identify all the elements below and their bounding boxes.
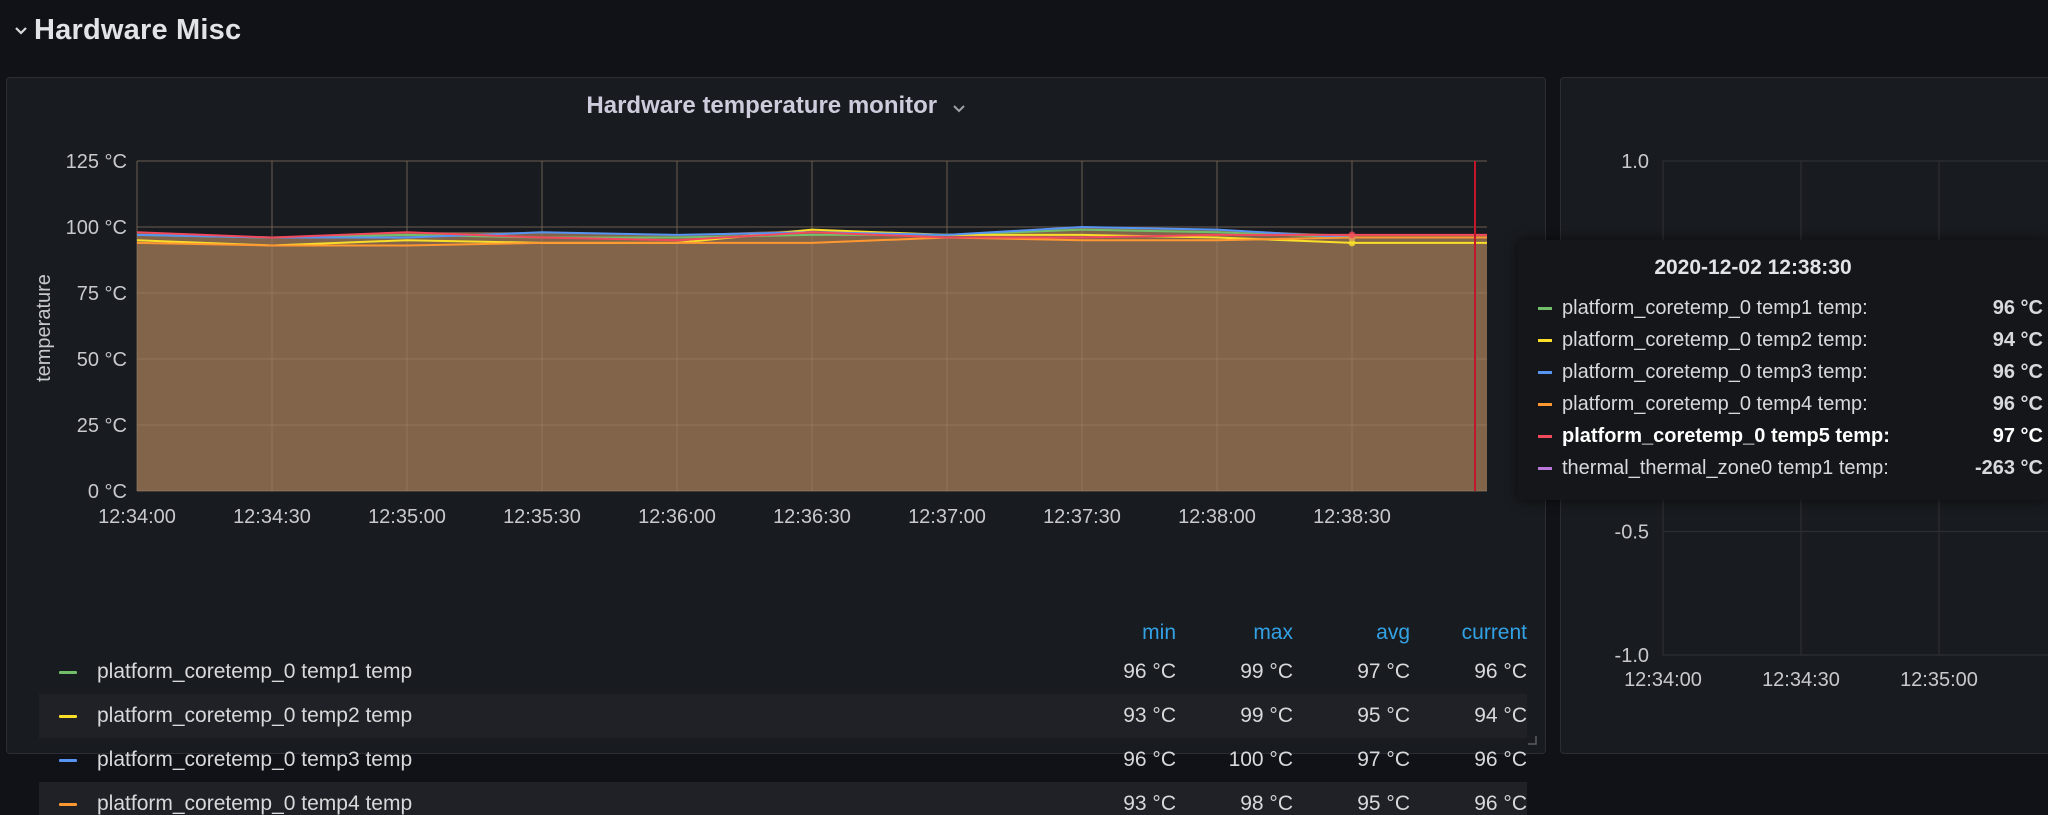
legend-max: 99 °C <box>1240 660 1293 683</box>
legend-row[interactable]: platform_coretemp_0 temp4 temp 93 °C 98 … <box>39 782 1527 815</box>
tooltip-row: platform_coretemp_0 temp2 temp: 94 °C <box>1538 324 2043 356</box>
tooltip-series-name: platform_coretemp_0 temp4 temp: <box>1562 392 1868 415</box>
legend-min: 93 °C <box>1123 792 1176 815</box>
legend-row[interactable]: platform_coretemp_0 temp1 temp 96 °C 99 … <box>39 650 1527 694</box>
tooltip-row-highlighted: platform_coretemp_0 temp5 temp: 97 °C <box>1538 420 2043 452</box>
legend-min: 93 °C <box>1123 704 1176 727</box>
y-tick-label: 75 °C <box>77 283 127 305</box>
x-tick-label: 12:34:30 <box>233 506 311 528</box>
x-tick-label: 12:35:00 <box>1900 669 1978 691</box>
tooltip-series-value: 96 °C <box>1992 360 2043 383</box>
chevron-down-icon[interactable] <box>952 104 966 114</box>
x-tick-label: 12:36:30 <box>773 506 851 528</box>
legend-max: 99 °C <box>1240 704 1293 727</box>
x-tick-label: 12:38:30 <box>1313 506 1391 528</box>
x-tick-label: 12:34:00 <box>98 506 176 528</box>
series-line <box>136 236 1487 247</box>
legend-header-avg[interactable]: avg <box>1376 621 1410 644</box>
y-tick-label: 125 °C <box>66 151 127 173</box>
legend-header-max[interactable]: max <box>1253 621 1293 644</box>
series-color-swatch[interactable] <box>59 670 77 674</box>
hover-point <box>1348 239 1356 247</box>
series-color-swatch <box>1538 434 1552 438</box>
tooltip-row: platform_coretemp_0 temp3 temp: 96 °C <box>1538 356 2043 388</box>
x-tick-label: 12:34:00 <box>1624 669 1702 691</box>
legend-header-min[interactable]: min <box>1142 621 1176 644</box>
legend-avg: 95 °C <box>1357 792 1410 815</box>
tooltip-row: thermal_thermal_zone0 temp1 temp: -263 °… <box>1538 452 2043 484</box>
legend-avg: 95 °C <box>1357 704 1410 727</box>
temperature-panel: Hardware temperature monitor 125 °C 100 °… <box>6 77 1546 815</box>
series-color-swatch <box>1538 370 1552 374</box>
y-tick-label: 0 °C <box>88 481 127 503</box>
row-header[interactable]: Hardware Misc <box>0 0 2048 70</box>
legend-table: platform_coretemp_0 temp1 temp 96 °C 99 … <box>7 650 1545 815</box>
chevron-down-icon[interactable] <box>12 22 30 40</box>
panel-title[interactable]: Hardware temperature monitor <box>586 92 938 119</box>
tooltip-series-value: 96 °C <box>1992 392 2043 415</box>
tooltip-series-name: platform_coretemp_0 temp2 temp: <box>1562 328 1868 351</box>
series-line <box>136 231 1487 242</box>
legend-row[interactable]: platform_coretemp_0 temp3 temp 96 °C 100… <box>39 738 1527 782</box>
tooltip-row: platform_coretemp_0 temp1 temp: 96 °C <box>1538 292 2043 324</box>
tooltip-series-name: platform_coretemp_0 temp1 temp: <box>1562 296 1868 319</box>
x-tick-label: 12:35:00 <box>368 506 446 528</box>
legend-current: 94 °C <box>1474 704 1527 727</box>
x-tick-label: 12:38:00 <box>1178 506 1256 528</box>
y-tick-label: 1.0 <box>1621 151 1649 173</box>
y-tick-label: 25 °C <box>77 415 127 437</box>
legend-header-current[interactable]: current <box>1461 621 1527 644</box>
tooltip-series-value: 94 °C <box>1992 328 2043 351</box>
legend-current: 96 °C <box>1474 660 1527 683</box>
tooltip-series-value: 97 °C <box>1992 424 2043 447</box>
legend-max: 98 °C <box>1240 792 1293 815</box>
series-color-swatch <box>1538 402 1552 406</box>
series-color-swatch <box>1538 338 1552 342</box>
legend-header: min max avg current <box>39 615 1527 651</box>
x-tick-label: 12:36:00 <box>638 506 716 528</box>
y-tick-label: -1.0 <box>1615 645 1649 667</box>
x-tick-label: 12:37:00 <box>908 506 986 528</box>
tooltip-time: 2020-12-02 12:38:30 <box>1654 256 1852 279</box>
legend-current: 96 °C <box>1474 792 1527 815</box>
graph-tooltip: 2020-12-02 12:38:30 platform_coretemp_0 … <box>1518 240 2048 500</box>
y-axis-label: temperature <box>33 274 55 382</box>
x-tick-label: 12:35:30 <box>503 506 581 528</box>
legend-series-name[interactable]: platform_coretemp_0 temp4 temp <box>97 792 413 815</box>
x-tick-label: 12:34:30 <box>1762 669 1840 691</box>
hover-point <box>1348 231 1356 239</box>
row-title[interactable]: Hardware Misc <box>34 14 242 46</box>
x-tick-label: 12:37:30 <box>1043 506 1121 528</box>
legend-series-name[interactable]: platform_coretemp_0 temp1 temp <box>97 660 413 683</box>
panel-resize-handle[interactable] <box>1527 735 1537 745</box>
temperature-chart[interactable]: 125 °C 100 °C 75 °C 50 °C 25 °C 0 °C 12:34:00 1… <box>7 78 1545 538</box>
y-tick-label: 50 °C <box>77 349 127 371</box>
series-color-swatch[interactable] <box>59 714 77 718</box>
y-tick-label: -0.5 <box>1615 522 1649 544</box>
legend-avg: 97 °C <box>1357 660 1410 683</box>
tooltip-series-name: thermal_thermal_zone0 temp1 temp: <box>1562 456 1889 479</box>
tooltip-series-name: platform_coretemp_0 temp3 temp: <box>1562 360 1868 383</box>
tooltip-series-value: 96 °C <box>1992 296 2043 319</box>
secondary-chart[interactable]: 1.0 -0.5 -1.012:34:00 12:34:30 12:35:00 <box>1561 78 2048 753</box>
legend-series-name[interactable]: platform_coretemp_0 temp2 temp <box>97 704 413 727</box>
tooltip-series-value: -263 °C <box>1974 456 2043 479</box>
series-color-swatch <box>1538 466 1552 470</box>
series-color-swatch[interactable] <box>59 802 77 806</box>
series-color-swatch <box>1538 306 1552 310</box>
tooltip-series-name: platform_coretemp_0 temp5 temp: <box>1562 424 1890 447</box>
legend-min: 96 °C <box>1123 660 1176 683</box>
tooltip-row: platform_coretemp_0 temp4 temp: 96 °C <box>1538 388 2043 420</box>
y-tick-label: 100 °C <box>66 217 127 239</box>
series-color-swatch[interactable] <box>59 758 77 762</box>
legend-row[interactable]: platform_coretemp_0 temp2 temp 93 °C 99 … <box>39 694 1527 738</box>
